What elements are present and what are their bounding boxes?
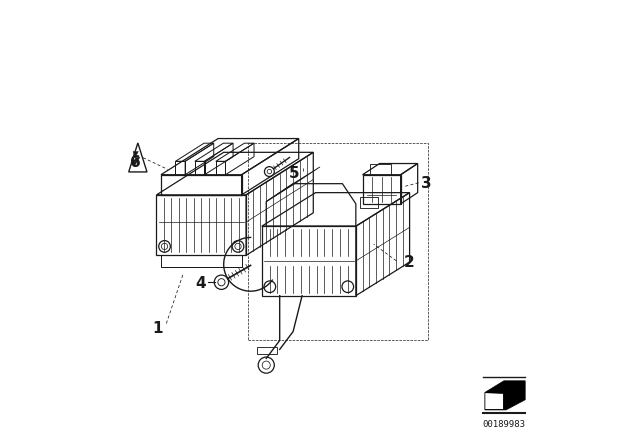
Polygon shape (485, 393, 503, 409)
Polygon shape (485, 381, 525, 410)
Text: 1: 1 (152, 321, 163, 336)
Text: 00189983: 00189983 (483, 420, 525, 429)
Text: 5: 5 (289, 166, 300, 181)
Text: 3: 3 (421, 176, 432, 191)
Text: 6: 6 (130, 155, 141, 170)
Text: 4: 4 (195, 276, 205, 291)
Text: 2: 2 (403, 254, 414, 270)
Polygon shape (132, 151, 140, 167)
